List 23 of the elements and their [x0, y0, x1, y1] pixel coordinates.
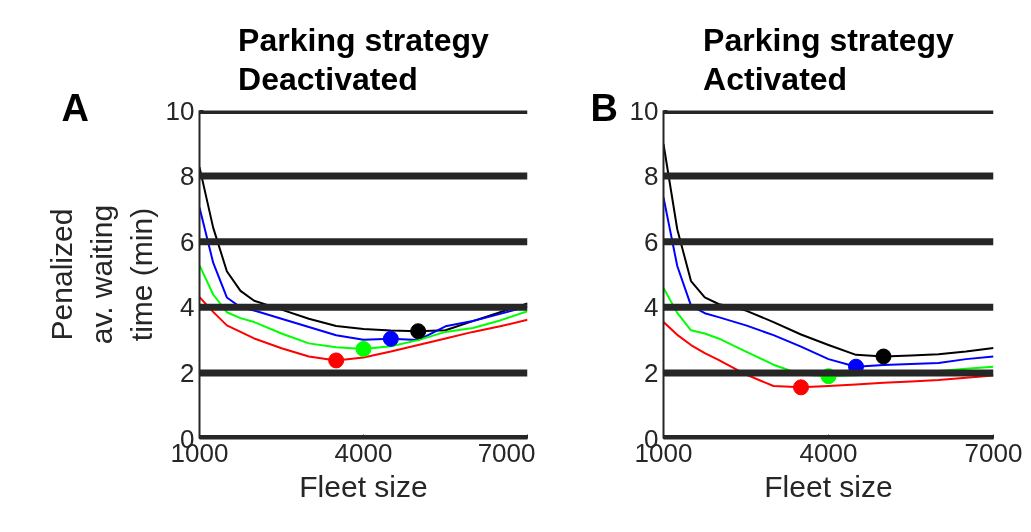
y-tick-label: 4 — [180, 292, 195, 323]
y-tick-label: 8 — [180, 161, 195, 192]
y-tick-label: 6 — [644, 226, 659, 257]
x-axis-title: Fleet size — [764, 469, 893, 503]
y-tick-label: 8 — [644, 161, 659, 192]
x-tick-label: 7000 — [964, 437, 1023, 468]
text: B — [590, 86, 618, 129]
point — [793, 379, 809, 396]
y-tick-label: 10 — [165, 95, 195, 126]
x-tick-label: 7000 — [477, 437, 536, 468]
y-tick-label: 4 — [644, 292, 659, 323]
y-tick-label: 2 — [644, 357, 659, 388]
chart-title: Parking strategy Deactivated — [238, 21, 490, 98]
x-axis-title: Fleet size — [299, 469, 428, 503]
y-tick-label: 10 — [629, 95, 659, 126]
y-tick-label: 6 — [180, 226, 195, 257]
point — [875, 348, 892, 365]
y-axis-title: Penalized av. waiting time (min) — [45, 204, 158, 345]
y-tick-label: 2 — [180, 357, 195, 388]
x-tick-label: 4000 — [334, 437, 393, 468]
x-tick-label: 4000 — [799, 437, 858, 468]
text: A — [61, 86, 89, 129]
chart-title: Parking strategy Activated — [703, 21, 955, 98]
